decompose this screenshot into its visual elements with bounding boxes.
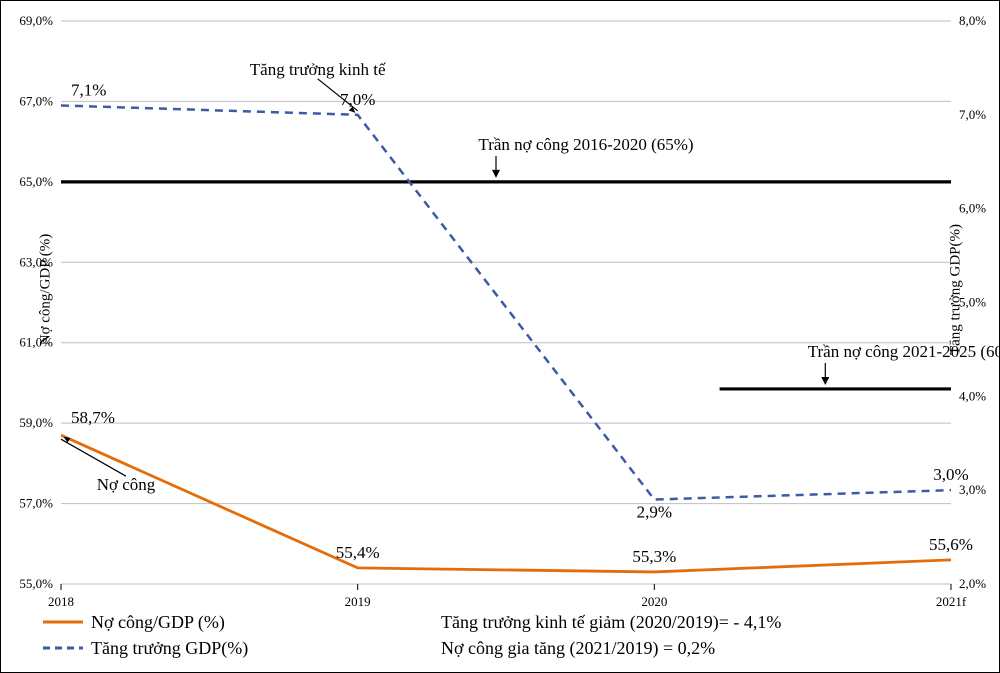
chart-plot: 55,0% 57,0% 59,0% 61,0% 63,0% 65,0% 67,0% 69,0%… [1, 1, 1000, 614]
svg-text:61,0%: 61,0% [19, 335, 53, 350]
svg-text:58,7%: 58,7% [71, 408, 115, 427]
svg-text:2021f: 2021f [936, 594, 967, 609]
svg-text:8,0%: 8,0% [959, 13, 986, 28]
legend-swatch-growth [41, 638, 85, 658]
svg-text:69,0%: 69,0% [19, 13, 53, 28]
footer-note-2: Nợ công gia tăng (2021/2019) = 0,2% [441, 638, 715, 659]
svg-text:55,4%: 55,4% [336, 543, 380, 562]
svg-text:Trần nợ công 2016-2020 (65%): Trần nợ công 2016-2020 (65%) [478, 135, 693, 154]
svg-text:Trần nợ công 2021-2025 (60%): Trần nợ công 2021-2025 (60%) [808, 342, 1000, 361]
svg-text:7,0%: 7,0% [959, 107, 986, 122]
svg-text:63,0%: 63,0% [19, 254, 53, 269]
legend-label-growth: Tăng trưởng GDP(%) [91, 638, 248, 659]
svg-text:2,9%: 2,9% [637, 503, 672, 522]
svg-text:4,0%: 4,0% [959, 388, 986, 403]
chart-frame: { "layout": { "width_px": 1000, "height_… [0, 0, 1000, 673]
svg-text:3,0%: 3,0% [933, 465, 968, 484]
svg-text:2,0%: 2,0% [959, 576, 986, 591]
svg-text:57,0%: 57,0% [19, 496, 53, 511]
footer-note-1: Tăng trưởng kinh tế giảm (2020/2019)= - … [441, 612, 781, 633]
svg-text:2020: 2020 [641, 594, 667, 609]
legend-swatch-debt [41, 612, 85, 632]
svg-text:65,0%: 65,0% [19, 174, 53, 189]
svg-text:55,0%: 55,0% [19, 576, 53, 591]
svg-text:59,0%: 59,0% [19, 415, 53, 430]
svg-text:55,3%: 55,3% [632, 547, 676, 566]
svg-text:2018: 2018 [48, 594, 74, 609]
svg-text:6,0%: 6,0% [959, 201, 986, 216]
svg-text:2019: 2019 [345, 594, 371, 609]
svg-text:Tăng trưởng kinh tế: Tăng trưởng kinh tế [250, 60, 386, 79]
svg-text:5,0%: 5,0% [959, 295, 986, 310]
svg-text:7,0%: 7,0% [340, 90, 375, 109]
svg-text:67,0%: 67,0% [19, 93, 53, 108]
svg-text:55,6%: 55,6% [929, 535, 973, 554]
svg-text:3,0%: 3,0% [959, 482, 986, 497]
svg-text:Nợ công: Nợ công [97, 475, 156, 494]
footer-notes: Tăng trưởng kinh tế giảm (2020/2019)= - … [441, 609, 781, 664]
legend-label-debt: Nợ công/GDP (%) [91, 612, 225, 633]
svg-text:7,1%: 7,1% [71, 80, 106, 99]
